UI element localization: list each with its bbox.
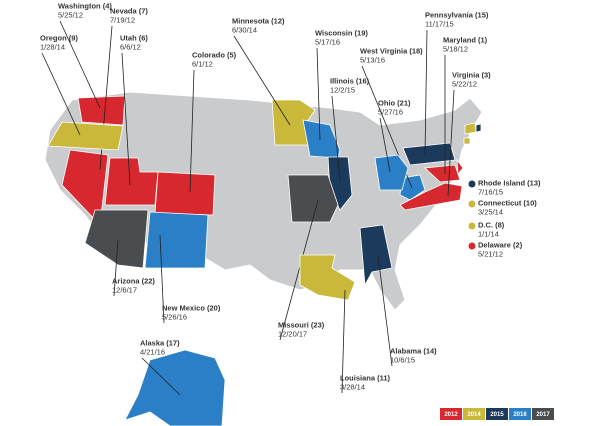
state-date: 1/28/14 — [40, 43, 65, 52]
state-name: Delaware (2) — [478, 241, 523, 250]
leader-line — [331, 95, 341, 181]
state — [77, 95, 126, 126]
state-date: 5/22/12 — [452, 80, 477, 89]
leader-line — [424, 29, 428, 156]
leader-line — [316, 47, 321, 141]
year-label: 2016 — [513, 412, 527, 418]
leader-line — [59, 20, 101, 109]
state-date: 6/1/12 — [192, 60, 213, 69]
state-name: Arizona (22) — [112, 277, 155, 286]
year-swatch — [440, 408, 462, 420]
state-name: Alabama (14) — [390, 347, 437, 356]
state-name: Minnesota (12) — [232, 17, 285, 26]
state — [399, 174, 426, 201]
state-name: Illinois (16) — [330, 77, 370, 86]
state-date: 10/6/15 — [390, 356, 415, 365]
state — [299, 254, 356, 301]
year-label: 2014 — [467, 412, 481, 418]
state-name: Louisiana (11) — [340, 374, 391, 383]
leader-line — [447, 89, 455, 197]
state-name: Rhode Island (13) — [478, 179, 541, 188]
leader-line — [341, 289, 346, 394]
state-date: 5/27/16 — [378, 108, 403, 117]
leader-line — [141, 357, 181, 396]
state — [402, 142, 456, 166]
legend-dot — [468, 222, 476, 230]
state-name: Ohio (21) — [378, 99, 411, 108]
state-date: 3/28/14 — [340, 383, 365, 392]
state-date: 5/17/16 — [315, 38, 340, 47]
leader-line — [279, 199, 319, 341]
state — [47, 121, 124, 151]
legend-dot — [468, 242, 476, 250]
state-name: Colorado (5) — [192, 51, 237, 60]
state-name: Missouri (23) — [278, 321, 325, 330]
state — [124, 349, 226, 426]
state-date: 5/25/12 — [58, 11, 83, 20]
leader-line — [233, 35, 291, 126]
state-date: 6/6/12 — [120, 43, 141, 52]
leader-line — [379, 117, 391, 173]
state — [84, 209, 149, 269]
state-date: 6/30/14 — [232, 26, 257, 35]
state-name: Nevada (7) — [110, 7, 148, 16]
state-name: West Virginia (18) — [360, 47, 423, 56]
state — [374, 154, 409, 191]
state-name: Wisconsin (19) — [315, 29, 368, 38]
state — [302, 119, 341, 159]
leader-line — [159, 234, 165, 324]
state-date: 5/26/16 — [162, 313, 187, 322]
state-name: Utah (6) — [120, 34, 148, 43]
state-date: 12/2/15 — [330, 86, 355, 95]
state-name: Connecticut (10) — [478, 199, 537, 208]
state — [144, 211, 209, 269]
state-name: Alaska (17) — [140, 339, 180, 348]
state-date: 4/21/16 — [140, 348, 165, 357]
state-name: New Mexico (20) — [162, 304, 221, 313]
state-date: 11/17/15 — [425, 20, 454, 29]
state-date: 5/21/12 — [478, 250, 503, 259]
state — [154, 171, 216, 216]
year-swatch — [463, 408, 485, 420]
state-name: D.C. (8) — [478, 221, 505, 230]
state-name: Oregon (9) — [40, 34, 78, 43]
state-name: Virginia (3) — [452, 71, 491, 80]
legend-dot — [468, 200, 476, 208]
state-date: 12/20/17 — [278, 330, 307, 339]
state — [464, 122, 477, 135]
leader-line — [189, 69, 195, 193]
year-label: 2012 — [444, 412, 458, 418]
state — [359, 224, 393, 287]
year-label: 2015 — [490, 412, 504, 418]
leader-line — [121, 52, 131, 186]
year-label: 2017 — [536, 412, 550, 418]
leader-line — [113, 239, 119, 297]
state — [463, 137, 471, 145]
state — [475, 123, 482, 133]
state-date: 1/1/14 — [478, 230, 499, 239]
state-date: 12/6/17 — [112, 286, 137, 295]
leader-line — [41, 52, 81, 136]
state-date: 5/13/16 — [360, 56, 385, 65]
state — [399, 182, 463, 211]
state — [456, 158, 464, 176]
state — [287, 174, 339, 223]
state-date: 5/18/12 — [443, 45, 468, 54]
year-swatch — [509, 408, 531, 420]
state-date: 7/16/15 — [478, 188, 503, 197]
state-name: Washington (4) — [58, 2, 112, 11]
state-name: Pennsylvania (15) — [425, 11, 489, 20]
state-date: 3/25/14 — [478, 208, 503, 217]
leader-line — [377, 254, 393, 367]
state-date: 7/19/12 — [110, 16, 135, 25]
year-swatch — [486, 408, 508, 420]
year-swatch — [532, 408, 554, 420]
legend-dot — [468, 180, 476, 188]
state-name: Maryland (1) — [443, 36, 488, 45]
